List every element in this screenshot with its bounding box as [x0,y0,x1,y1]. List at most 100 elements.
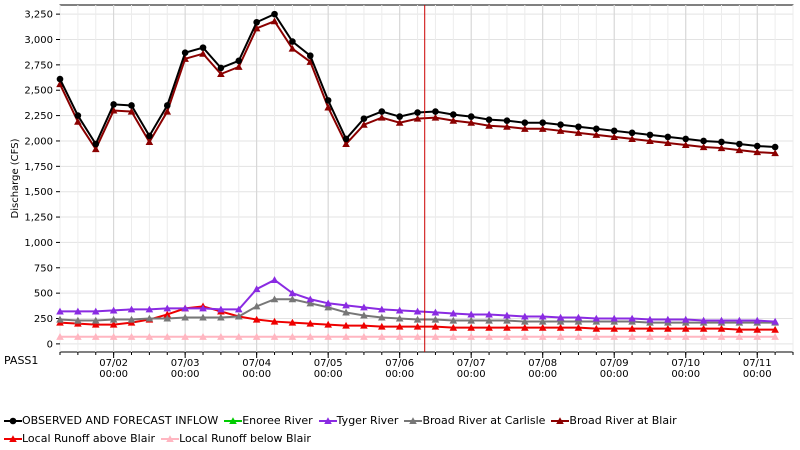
data-point [681,324,690,332]
data-point [485,116,493,123]
data-point [753,325,762,333]
series-layer [56,10,779,340]
data-point [413,114,422,122]
data-point [521,312,529,320]
data-point [592,314,601,322]
data-point [270,17,279,25]
data-point [413,315,422,323]
data-point [109,332,118,340]
legend-label: Broad River at Blair [569,414,677,427]
y-tick-label: 0 [47,339,53,350]
data-point [753,148,762,156]
data-point [664,332,672,340]
data-point [717,316,726,324]
data-point [306,299,315,307]
data-point [74,332,82,340]
data-point [360,332,368,340]
data-point [360,120,368,128]
legend-item[interactable]: Local Runoff above Blair [4,430,155,448]
x-tick-date: 07/03 [171,358,200,369]
legend-marker [323,417,332,425]
data-point [109,320,118,328]
legend[interactable]: OBSERVED AND FORECAST INFLOW Enoree River… [4,412,796,448]
data-point [395,332,404,340]
data-point [539,119,547,126]
data-point [574,129,583,136]
data-point [378,332,386,340]
data-point [163,102,171,109]
data-point [145,314,154,322]
series-local-runoff-above-blair [56,302,779,333]
data-point [324,303,332,311]
data-point [431,113,440,121]
data-point [699,143,708,151]
x-tick-date: 07/11 [743,358,772,369]
data-point [288,295,297,303]
data-point [538,332,547,340]
data-point [270,317,279,325]
data-point [681,315,690,323]
data-point [395,306,404,314]
data-point [450,111,457,118]
y-tick-label: 2,250 [24,111,53,122]
data-point [360,311,368,319]
data-point [681,332,690,340]
data-point [145,305,154,313]
data-point [289,38,296,45]
data-point [270,332,279,340]
data-point [127,305,136,313]
triangle-marker-icon [161,435,180,443]
y-tick-label: 1,500 [24,187,53,198]
data-point [74,307,82,315]
data-point [682,135,690,143]
x-tick-time: 00:00 [528,369,557,380]
data-point [288,332,297,340]
x-tick-date: 07/04 [242,358,271,369]
data-point [288,318,297,326]
data-point [556,317,565,325]
data-point [378,305,386,313]
legend-item[interactable]: Broad River at Carlisle [404,412,545,430]
data-point [306,319,315,327]
triangle-marker-icon [318,417,337,425]
data-point [736,140,743,148]
legend-item[interactable]: Broad River at Blair [551,412,677,430]
x-tick-time: 00:00 [743,369,772,380]
legend-label: Local Runoff below Blair [179,432,311,445]
data-point [717,332,726,340]
legend-marker [166,435,174,443]
data-point [252,332,261,340]
data-point [503,332,511,340]
data-point [521,323,529,331]
x-tick-date: 07/06 [385,358,414,369]
legend-item[interactable]: Enoree River [224,412,313,430]
legend-item[interactable]: OBSERVED AND FORECAST INFLOW [4,412,218,430]
data-point [700,137,707,145]
data-point [127,107,136,115]
data-point [574,332,583,340]
data-point [56,75,64,83]
data-point [646,324,654,332]
data-point [109,306,118,314]
data-point [699,316,708,324]
data-point [717,144,726,152]
legend-item[interactable]: Tyger River [318,412,398,430]
data-point [56,307,64,315]
x-tick-time: 00:00 [385,369,414,380]
data-point [378,113,386,121]
data-point [306,52,314,60]
data-point [431,315,440,323]
data-point [91,320,100,328]
data-point [556,127,565,134]
data-point [485,121,493,129]
legend-item[interactable]: Local Runoff below Blair [161,430,311,448]
data-point [342,332,350,340]
data-point [628,324,636,332]
data-point [449,116,458,124]
y-tick-label: 2,000 [24,136,53,147]
data-point [771,317,779,325]
data-point [646,315,654,323]
legend-marker [556,417,565,425]
data-point [217,70,225,78]
data-point [753,316,762,324]
